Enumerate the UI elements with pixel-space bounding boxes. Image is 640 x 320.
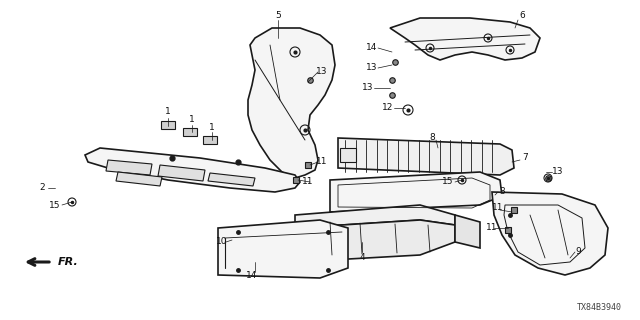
Text: 11: 11 — [486, 223, 498, 233]
Text: 14: 14 — [246, 270, 258, 279]
Polygon shape — [338, 138, 514, 175]
Text: 5: 5 — [275, 12, 281, 20]
Text: 11: 11 — [492, 204, 504, 212]
Text: 1: 1 — [165, 108, 171, 116]
Polygon shape — [340, 148, 356, 162]
Text: 9: 9 — [575, 247, 581, 257]
Polygon shape — [295, 220, 455, 262]
Bar — [183, 128, 197, 136]
Text: 11: 11 — [316, 157, 328, 166]
Text: 13: 13 — [316, 68, 328, 76]
Text: 3: 3 — [499, 188, 505, 196]
Polygon shape — [218, 220, 348, 278]
Text: 11: 11 — [302, 178, 314, 187]
Text: 1: 1 — [209, 124, 215, 132]
Bar — [203, 136, 217, 144]
Text: 14: 14 — [366, 44, 378, 52]
Polygon shape — [295, 205, 455, 228]
Polygon shape — [492, 192, 608, 275]
Text: 6: 6 — [519, 12, 525, 20]
Polygon shape — [85, 148, 300, 192]
Polygon shape — [116, 172, 162, 186]
Text: 15: 15 — [442, 178, 454, 187]
Polygon shape — [330, 172, 502, 212]
Text: 13: 13 — [552, 167, 564, 177]
Text: FR.: FR. — [58, 257, 79, 267]
Text: 2: 2 — [39, 183, 45, 193]
Text: 13: 13 — [366, 63, 378, 73]
Text: 4: 4 — [359, 253, 365, 262]
Text: 1: 1 — [189, 116, 195, 124]
Text: TX84B3940: TX84B3940 — [577, 303, 622, 312]
Polygon shape — [208, 173, 255, 186]
Polygon shape — [390, 18, 540, 60]
Polygon shape — [455, 215, 480, 248]
Polygon shape — [248, 28, 335, 178]
Polygon shape — [106, 160, 152, 175]
Text: 8: 8 — [429, 133, 435, 142]
Text: 15: 15 — [49, 201, 61, 210]
Text: 7: 7 — [522, 154, 528, 163]
Text: 12: 12 — [382, 103, 394, 113]
Text: 13: 13 — [362, 84, 374, 92]
Polygon shape — [158, 165, 205, 181]
Text: 10: 10 — [216, 237, 228, 246]
Bar — [161, 121, 175, 129]
